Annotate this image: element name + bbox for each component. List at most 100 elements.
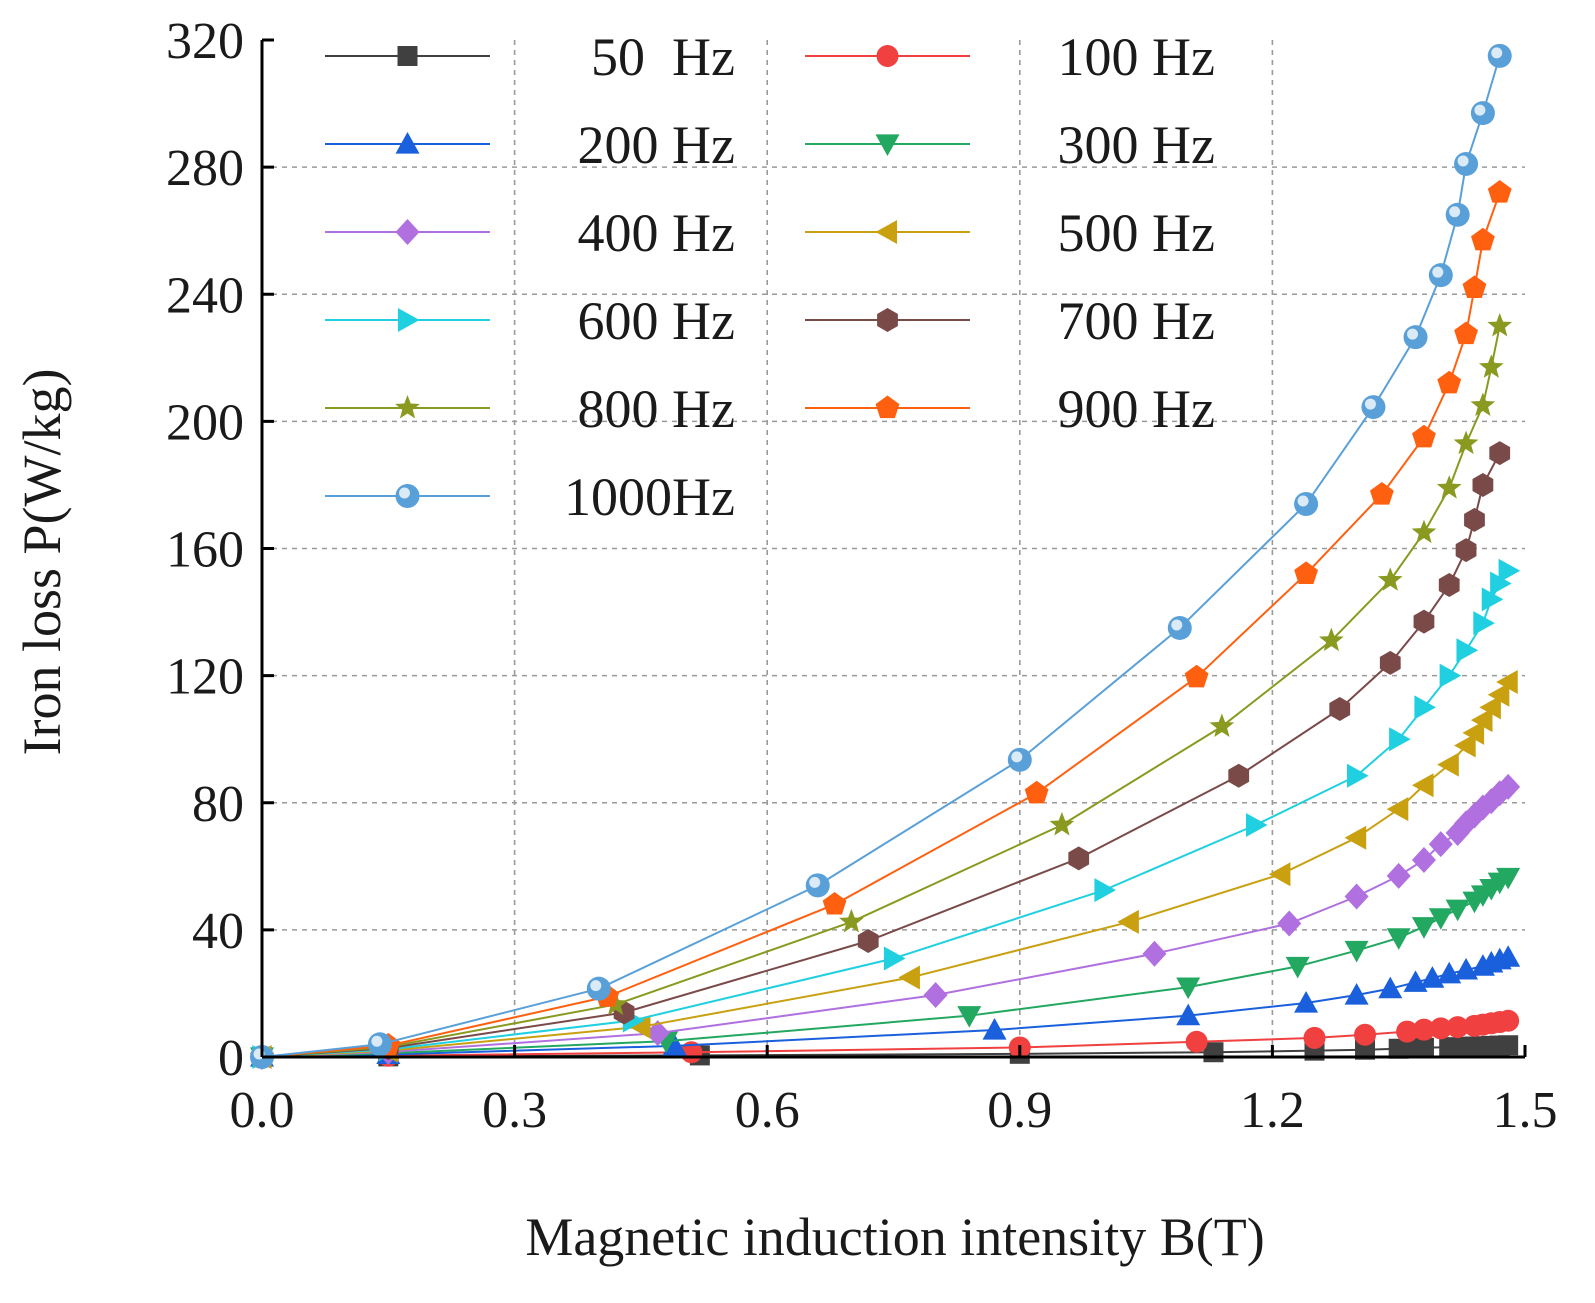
series-5 <box>250 669 1518 1069</box>
point-s10-12-highlight <box>1474 104 1486 116</box>
point-s10-1-highlight <box>371 1035 383 1047</box>
point-s10-5 <box>1167 615 1192 640</box>
legend-entry-9: 900 Hz <box>805 379 1215 439</box>
point-s1-9 <box>1429 1017 1452 1040</box>
legend-marker-1 <box>876 45 899 67</box>
series-7 <box>251 441 1511 1069</box>
legend-label-7: 700 Hz <box>1058 291 1215 351</box>
point-s10-9-highlight <box>1432 266 1444 278</box>
series-line-8 <box>261 325 1501 1058</box>
legend-entry-3: 300 Hz <box>805 115 1215 175</box>
y-tick-label-8: 320 <box>166 13 244 70</box>
x-tick-label-1: 0.3 <box>482 1082 547 1139</box>
point-s4-7 <box>1386 862 1411 889</box>
point-s6-13 <box>1490 571 1512 596</box>
point-s8-13 <box>1487 313 1513 337</box>
legend-entry-0: 50 Hz <box>325 27 735 87</box>
legend-entry-6: 600 Hz <box>325 291 735 351</box>
legend-marker-2 <box>395 132 420 154</box>
point-s9-8 <box>1412 424 1436 448</box>
point-s2-6 <box>1344 983 1369 1005</box>
point-s7-11 <box>1464 507 1485 532</box>
point-s4-4 <box>1142 940 1167 967</box>
point-s0-9 <box>1413 1037 1434 1058</box>
point-s3-10 <box>1445 899 1470 922</box>
point-s5-5 <box>1268 862 1291 887</box>
point-s8-10 <box>1453 430 1479 455</box>
series-layer <box>249 43 1521 1070</box>
y-tick-label-3: 120 <box>166 649 244 706</box>
point-s9-11 <box>1462 275 1487 299</box>
point-s1-4 <box>1185 1030 1208 1053</box>
point-s4-5 <box>1277 910 1302 937</box>
point-s3-15 <box>1496 867 1521 890</box>
legend-label-1: 100 Hz <box>1058 27 1215 87</box>
legend-label-0: 50 Hz <box>591 27 735 87</box>
point-s3-8 <box>1411 917 1436 939</box>
y-tick-label-5: 200 <box>166 394 244 451</box>
point-s6-6 <box>1347 763 1369 788</box>
point-s7-4 <box>1068 846 1090 871</box>
point-s2-5 <box>1294 990 1319 1013</box>
point-s7-13 <box>1489 441 1511 466</box>
point-s6-4 <box>1094 878 1116 903</box>
point-s9-4 <box>1024 780 1049 804</box>
point-s5-3 <box>898 965 920 990</box>
y-tick-label-6: 240 <box>166 267 244 324</box>
legend-label-9: 900 Hz <box>1058 379 1215 439</box>
point-s5-10 <box>1454 733 1476 758</box>
point-s5-9 <box>1437 752 1459 777</box>
point-s2-7 <box>1378 976 1403 999</box>
y-tick-label-7: 280 <box>166 140 244 197</box>
legend-entry-10: 1000Hz <box>325 467 735 527</box>
point-s10-13-highlight <box>1491 47 1503 59</box>
point-s7-6 <box>1329 697 1351 721</box>
y-tick-label-4: 160 <box>166 522 244 579</box>
legend-label-8: 800 Hz <box>578 379 735 439</box>
point-s3-6 <box>1344 940 1369 963</box>
point-s3-9 <box>1428 908 1453 930</box>
point-s10-11-highlight <box>1457 155 1469 167</box>
legend-marker-5 <box>875 220 898 244</box>
point-s4-2 <box>645 1020 670 1047</box>
point-s10-1 <box>367 1032 392 1057</box>
point-s1-7 <box>1396 1020 1419 1043</box>
point-s2-4 <box>1176 1003 1201 1026</box>
point-s0-16 <box>1498 1035 1519 1056</box>
y-axis-title: Iron loss P(W/kg) <box>12 369 72 756</box>
point-s3-4 <box>1176 977 1201 1000</box>
point-s10-4 <box>1007 747 1032 772</box>
point-s6-14 <box>1498 558 1521 583</box>
legend-marker-9 <box>875 395 900 419</box>
point-s9-13 <box>1487 180 1512 203</box>
axes: 0 40 80 120 160 200 240 280 320 0.0 0.3 0.6 0.9 1.2 1.… <box>166 13 1558 1139</box>
legend-entry-2: 200 Hz <box>325 115 735 175</box>
x-tick-label-5: 1.5 <box>1493 1082 1558 1139</box>
point-s10-13 <box>1487 43 1512 68</box>
point-s7-3 <box>857 929 879 953</box>
point-s10-8 <box>1403 325 1428 350</box>
point-s7-10 <box>1455 538 1477 563</box>
legend-entry-5: 500 Hz <box>805 203 1215 263</box>
point-s10-2-highlight <box>590 980 602 992</box>
point-s8-9 <box>1436 475 1462 499</box>
point-s7-9 <box>1438 573 1460 598</box>
point-s5-8 <box>1411 773 1434 798</box>
point-s2-15 <box>1496 945 1521 967</box>
series-line-6 <box>261 570 1509 1058</box>
series-line-10 <box>261 55 1501 1058</box>
x-axis-title: Magnetic induction intensity B(T) <box>525 1207 1264 1267</box>
point-s5-14 <box>1487 682 1510 707</box>
legend-label-6: 600 Hz <box>578 291 735 351</box>
legend-label-4: 400 Hz <box>578 203 735 263</box>
series-line-4 <box>261 786 1509 1058</box>
point-s3-7 <box>1386 928 1411 950</box>
point-s7-12 <box>1472 472 1494 497</box>
point-s9-10 <box>1454 321 1478 345</box>
point-s3-5 <box>1285 956 1310 979</box>
point-s9-6 <box>1294 561 1318 585</box>
point-s5-2 <box>628 1014 651 1039</box>
legend-entry-1: 100 Hz <box>805 27 1215 87</box>
